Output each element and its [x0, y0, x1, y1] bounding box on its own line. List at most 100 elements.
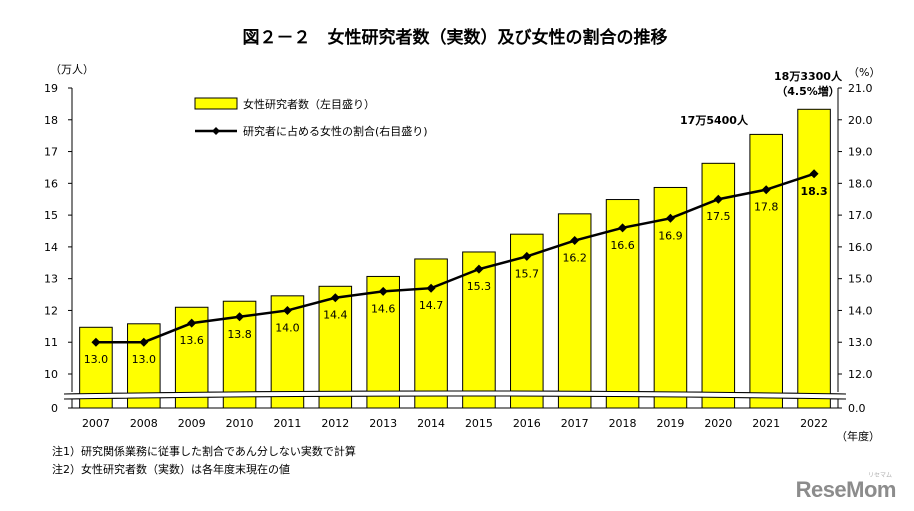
x-tick-label: 2015 [465, 417, 493, 430]
bar [797, 108, 831, 409]
right-tick-label: 15.0 [848, 273, 873, 286]
ratio-line-path [95, 172, 815, 344]
ratio-marker [665, 213, 675, 223]
left-tick-label: 13 [44, 273, 58, 286]
left-tick-label: 14 [44, 241, 58, 254]
left-tick-label: 16 [44, 177, 58, 190]
legend-bar-label: 女性研究者数（左目盛り） [243, 97, 375, 111]
ratio-data-label: 14.4 [323, 309, 348, 322]
right-tick-label: 18.0 [848, 177, 873, 190]
x-tick-label: 2012 [321, 417, 349, 430]
ratio-marker [187, 318, 197, 328]
annotation-2022-increase: （4.5%増） [776, 84, 840, 98]
legend-line-label: 研究者に占める女性の割合(右目盛り) [243, 124, 428, 138]
x-tick-label: 2013 [369, 417, 397, 430]
right-tick-label: 16.0 [848, 241, 873, 254]
ratio-marker [761, 185, 771, 195]
annotation-2022-count: 18万3300人 [774, 69, 843, 83]
note-1: 注1）研究関係業務に従事した割合であん分しない実数で計算 [52, 444, 356, 458]
ratio-marker [426, 283, 436, 293]
ratio-data-label: 14.6 [371, 302, 396, 315]
legend: 女性研究者数（左目盛り） 研究者に占める女性の割合(右目盛り) [194, 97, 428, 138]
ratio-data-label: 17.5 [706, 210, 731, 223]
right-tick-label: 12.0 [848, 368, 873, 381]
ratio-marker [282, 305, 292, 315]
bar [366, 275, 400, 409]
bar [749, 133, 783, 409]
x-tick-label: 2010 [226, 417, 254, 430]
annotation-2021: 17万5400人 [680, 113, 749, 127]
axes: 0 10 11 12 13 14 15 16 17 18 19 0.0 12.0 13.0 14.0 15.0… [44, 82, 873, 415]
x-tick-label: 2009 [178, 417, 206, 430]
chart-title: 図２－２ 女性研究者数（実数）及び女性の割合の推移 [243, 27, 668, 48]
x-tick-label: 2019 [656, 417, 684, 430]
left-tick-label: 11 [44, 336, 58, 349]
ratio-data-label: 13.0 [132, 353, 157, 366]
left-tick-label: 12 [44, 304, 58, 317]
x-tick-label: 2017 [561, 417, 589, 430]
ratio-data-label: 13.6 [179, 334, 204, 347]
x-tick-label: 2016 [513, 417, 541, 430]
left-axis-unit: （万人） [50, 63, 94, 76]
note-2: 注2）女性研究者数（実数）は各年度末現在の値 [52, 462, 290, 476]
x-tick-label: 2021 [752, 417, 780, 430]
bar [605, 199, 640, 409]
left-tick-label: 15 [44, 209, 58, 222]
right-tick-label: 21.0 [848, 82, 873, 95]
left-tick-label: 10 [44, 368, 58, 381]
ratio-line [91, 169, 819, 347]
x-tick-label: 2020 [704, 417, 732, 430]
ratio-data-label: 13.0 [84, 353, 109, 366]
resemom-logo: ReseMom [795, 477, 897, 502]
bar [653, 186, 688, 409]
ratio-marker [378, 286, 388, 296]
legend-bar-swatch [194, 97, 238, 110]
x-tick-label: 2007 [82, 417, 110, 430]
ratio-marker [139, 337, 149, 347]
left-tick-label: 18 [44, 114, 58, 127]
ratio-data-label: 13.8 [227, 328, 252, 341]
ratio-marker [522, 251, 532, 261]
ratio-data-label: 16.2 [562, 252, 587, 265]
x-tick-label: 2011 [273, 417, 301, 430]
axis-break-upper-overlay [63, 390, 847, 395]
right-tick-label: 17.0 [848, 209, 873, 222]
right-tick-label: 13.0 [848, 336, 873, 349]
ratio-data-label: 18.3 [800, 185, 827, 198]
bar [318, 285, 353, 409]
ratio-data-label: 16.9 [658, 229, 683, 242]
ratio-marker [570, 236, 580, 246]
right-tick-label: 14.0 [848, 304, 873, 317]
right-axis-unit: （%） [848, 66, 880, 79]
ratio-marker [235, 312, 245, 322]
ratio-marker [618, 223, 628, 233]
axis-break-gap [64, 391, 846, 399]
right-tick-label: 0.0 [848, 402, 866, 415]
ratio-data-label: 14.7 [419, 299, 444, 312]
bar [510, 233, 544, 409]
ratio-data-label: 16.6 [610, 239, 635, 252]
x-tick-labels: 2007 2008 2009 2010 2011 2012 2013 2014 2015 2016… [82, 417, 828, 430]
ratio-data-label: 15.7 [515, 267, 540, 280]
ratio-data-label: 14.0 [275, 321, 300, 334]
bars [63, 108, 847, 409]
ratio-marker [91, 337, 101, 347]
logo-subtext: リセマム [867, 472, 892, 479]
axis-break-lower-overlay [63, 395, 847, 400]
ratio-data-label: 17.8 [754, 201, 779, 214]
right-tick-label: 20.0 [848, 114, 873, 127]
ratio-data-label: 15.3 [467, 280, 492, 293]
x-tick-label: 2008 [130, 417, 158, 430]
x-axis-unit: （年度） [836, 429, 880, 443]
x-tick-label: 2018 [609, 417, 637, 430]
left-tick-label: 19 [44, 82, 58, 95]
x-tick-label: 2014 [417, 417, 445, 430]
left-tick-label: 17 [44, 146, 58, 159]
legend-line-marker [212, 127, 220, 135]
left-tick-label: 0 [51, 402, 58, 415]
right-tick-label: 19.0 [848, 146, 873, 159]
bar [414, 258, 448, 409]
bar [462, 251, 496, 409]
ratio-marker [330, 293, 340, 303]
